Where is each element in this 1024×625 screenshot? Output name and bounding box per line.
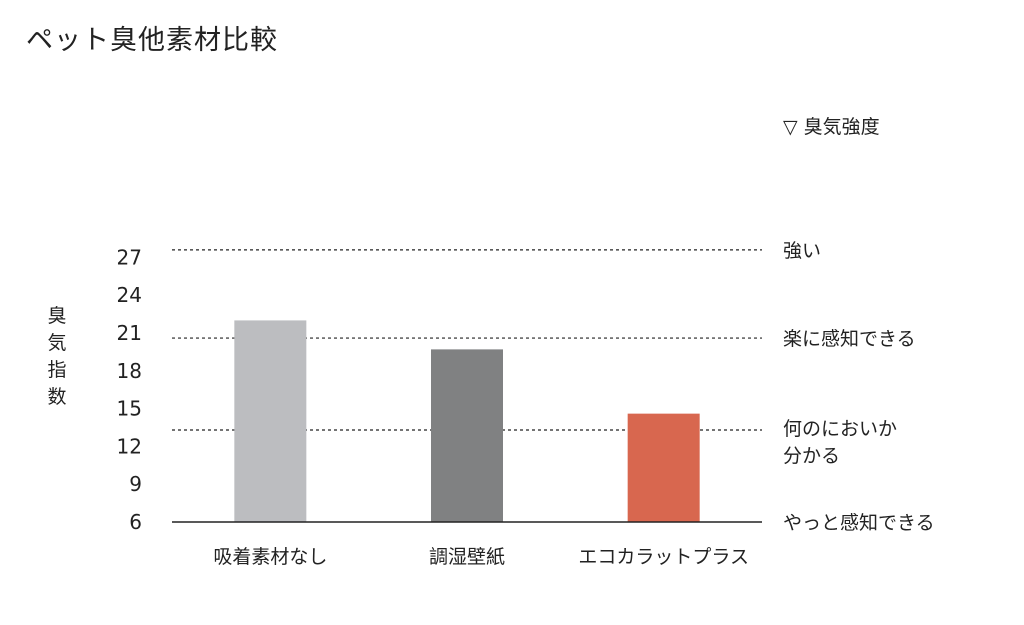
y-tick-label: 12 (117, 434, 142, 458)
y-axis-label-char: 指 (47, 359, 66, 381)
y-tick-label: 24 (117, 283, 142, 307)
y-axis-label-char: 数 (47, 386, 66, 408)
y-tick-label: 6 (129, 510, 142, 534)
bar (234, 320, 307, 522)
level-label: やっと感知できる (783, 512, 935, 534)
level-label: 楽に感知できる (783, 328, 916, 350)
bar (627, 413, 700, 522)
y-tick-label: 9 (129, 472, 142, 496)
x-category-label: エコカラットプラス (578, 546, 749, 568)
y-axis-label-char: 臭 (47, 305, 66, 327)
legend-title: ▽ 臭気強度 (783, 116, 880, 138)
level-label: 何のにおいか (783, 418, 897, 440)
y-tick-label: 21 (117, 321, 142, 345)
y-tick-label: 15 (117, 397, 142, 421)
y-axis-label-char: 気 (47, 332, 66, 354)
y-tick-label: 18 (117, 359, 142, 383)
y-tick-label: 27 (117, 245, 142, 269)
level-label: 分かる (783, 445, 840, 467)
x-category-label: 調湿壁紙 (429, 546, 505, 568)
chart-title: ペット臭他素材比較 (26, 25, 278, 56)
level-label: 強い (783, 240, 821, 262)
x-category-label: 吸着素材なし (213, 546, 327, 568)
bar (431, 349, 503, 522)
